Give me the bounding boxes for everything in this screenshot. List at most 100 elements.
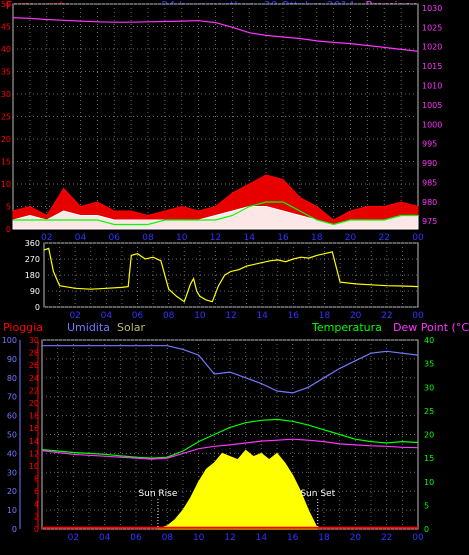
temperature-tick-label: 5 xyxy=(424,501,429,510)
rain-tick-label: 6 xyxy=(34,487,39,496)
humidity-tick-label: 40 xyxy=(7,449,17,458)
pressure-tick-label: 985 xyxy=(422,178,437,187)
humidity-tick-label: 80 xyxy=(7,374,17,383)
direction-tick-label: 270 xyxy=(25,255,40,264)
rain-tick-label: 4 xyxy=(34,500,39,509)
solar-axis-label: Solar xyxy=(117,321,146,334)
temperature-tick-label: 0 xyxy=(424,525,429,534)
pressure-tick-label: 1030 xyxy=(422,4,442,13)
compass-tick-label: S xyxy=(437,0,443,3)
rain-tick-label: 24 xyxy=(29,374,39,383)
x-tick-label: 12 xyxy=(224,533,235,543)
humidity-tick-label: 0 xyxy=(12,525,17,534)
x-tick-label: 04 xyxy=(101,311,113,321)
dewpoint-axis-label: Dew Point (°C) xyxy=(393,321,469,334)
x-tick-label: 02 xyxy=(41,233,52,243)
series-line xyxy=(41,418,419,459)
pressure-tick-label: 980 xyxy=(422,198,437,207)
x-tick-label: 14 xyxy=(256,311,268,321)
temperature-tick-label: 25 xyxy=(424,407,434,416)
rain-tick-label: 8 xyxy=(34,475,39,484)
humidity-tick-label: 100 xyxy=(2,336,17,345)
rain-tick-label: 26 xyxy=(29,361,39,370)
x-tick-label: 18 xyxy=(319,311,331,321)
x-tick-label: 18 xyxy=(318,533,330,543)
series-line xyxy=(43,247,419,303)
x-tick-label: 06 xyxy=(130,533,142,543)
rain-tick-label: 16 xyxy=(29,424,39,433)
temperature-tick-label: 10 xyxy=(424,478,434,487)
direction-tick-label: 0 xyxy=(35,303,40,312)
wind-tick-label: 35 xyxy=(1,68,11,77)
rain-axis-label: Pioggia xyxy=(3,321,43,334)
temperature-tick-label: 35 xyxy=(424,360,434,369)
humidity-tick-label: 60 xyxy=(7,412,17,421)
x-tick-label: 16 xyxy=(287,533,299,543)
series-area xyxy=(157,449,319,530)
x-tick-label: 04 xyxy=(99,533,111,543)
pressure-tick-label: 995 xyxy=(422,140,437,149)
x-tick-label: 20 xyxy=(350,533,362,543)
x-tick-label: 02 xyxy=(68,533,79,543)
x-tick-label: 00 xyxy=(412,311,424,321)
compass-tick-label: N xyxy=(436,0,443,3)
direction-tick-label: 360 xyxy=(25,239,40,248)
wind-tick-label: 5 xyxy=(6,203,11,212)
x-tick-label: 16 xyxy=(277,233,289,243)
rain-tick-label: 0 xyxy=(34,525,39,534)
x-tick-label: 06 xyxy=(132,311,144,321)
humidity-tick-label: 90 xyxy=(7,355,17,364)
temperature-tick-label: 40 xyxy=(424,336,434,345)
humidity-tick-label: 70 xyxy=(7,393,17,402)
rain-tick-label: 12 xyxy=(29,449,39,458)
x-tick-label: 14 xyxy=(256,533,268,543)
wind-tick-label: 10 xyxy=(1,180,11,189)
rain-tick-label: 30 xyxy=(29,336,39,345)
wind-tick-label: 20 xyxy=(1,135,11,144)
rain-tick-label: 28 xyxy=(29,349,39,358)
x-tick-label: 04 xyxy=(75,233,87,243)
x-tick-label: 00 xyxy=(412,533,424,543)
wind-tick-label: 50 xyxy=(1,0,11,9)
humidity-tick-label: 20 xyxy=(7,487,17,496)
pressure-tick-label: 1025 xyxy=(422,23,442,32)
rain-tick-label: 2 xyxy=(34,512,39,521)
wind-pressure-panel: 02 04 06 08 10 12 14 16 18 20 22 000510152025303540… xyxy=(1,0,443,243)
sunrise-marker-label: Sun Rise xyxy=(138,489,177,499)
direction-tick-label: 90 xyxy=(30,287,40,296)
rain-tick-label: 14 xyxy=(29,437,39,446)
humidity-tick-label: 30 xyxy=(7,468,17,477)
x-tick-label: 08 xyxy=(142,233,154,243)
temperature-tick-label: 20 xyxy=(424,431,434,440)
rain-tick-label: 18 xyxy=(29,412,39,421)
series-line xyxy=(42,345,419,394)
rain-tick-label: 10 xyxy=(29,462,39,471)
pressure-tick-label: 1000 xyxy=(422,120,442,129)
rain-humidity-temperature-panel: 02 04 06 08 10 12 14 16 18 20 22 000102030405060708… xyxy=(2,336,434,543)
x-tick-label: 20 xyxy=(345,233,357,243)
series-line xyxy=(41,438,419,460)
temperature-axis-label: Temperatura xyxy=(311,321,382,334)
series-line xyxy=(13,201,418,226)
compass-tick-label: N xyxy=(436,0,443,3)
x-tick-label: 12 xyxy=(225,311,236,321)
wind-direction-panel: 020406081012141618202200090180270360NESW… xyxy=(25,0,445,321)
compass-tick-label: E xyxy=(437,0,443,3)
pressure-tick-label: 975 xyxy=(422,217,437,226)
wind-tick-label: 25 xyxy=(1,113,11,122)
pressure-tick-label: 990 xyxy=(422,159,437,168)
rain-tick-label: 22 xyxy=(29,386,39,395)
pressure-tick-label: 1020 xyxy=(422,43,442,52)
wind-tick-label: 45 xyxy=(1,23,11,32)
x-tick-label: 22 xyxy=(379,233,390,243)
x-tick-label: 10 xyxy=(194,311,206,321)
x-tick-label: 12 xyxy=(210,233,221,243)
humidity-axis-label: Umidita xyxy=(67,321,110,334)
rain-tick-label: 20 xyxy=(29,399,39,408)
x-tick-label: 14 xyxy=(244,233,256,243)
x-tick-label: 18 xyxy=(311,233,323,243)
temperature-tick-label: 30 xyxy=(424,383,434,392)
x-tick-label: 08 xyxy=(162,533,174,543)
direction-tick-label: 180 xyxy=(25,271,40,280)
